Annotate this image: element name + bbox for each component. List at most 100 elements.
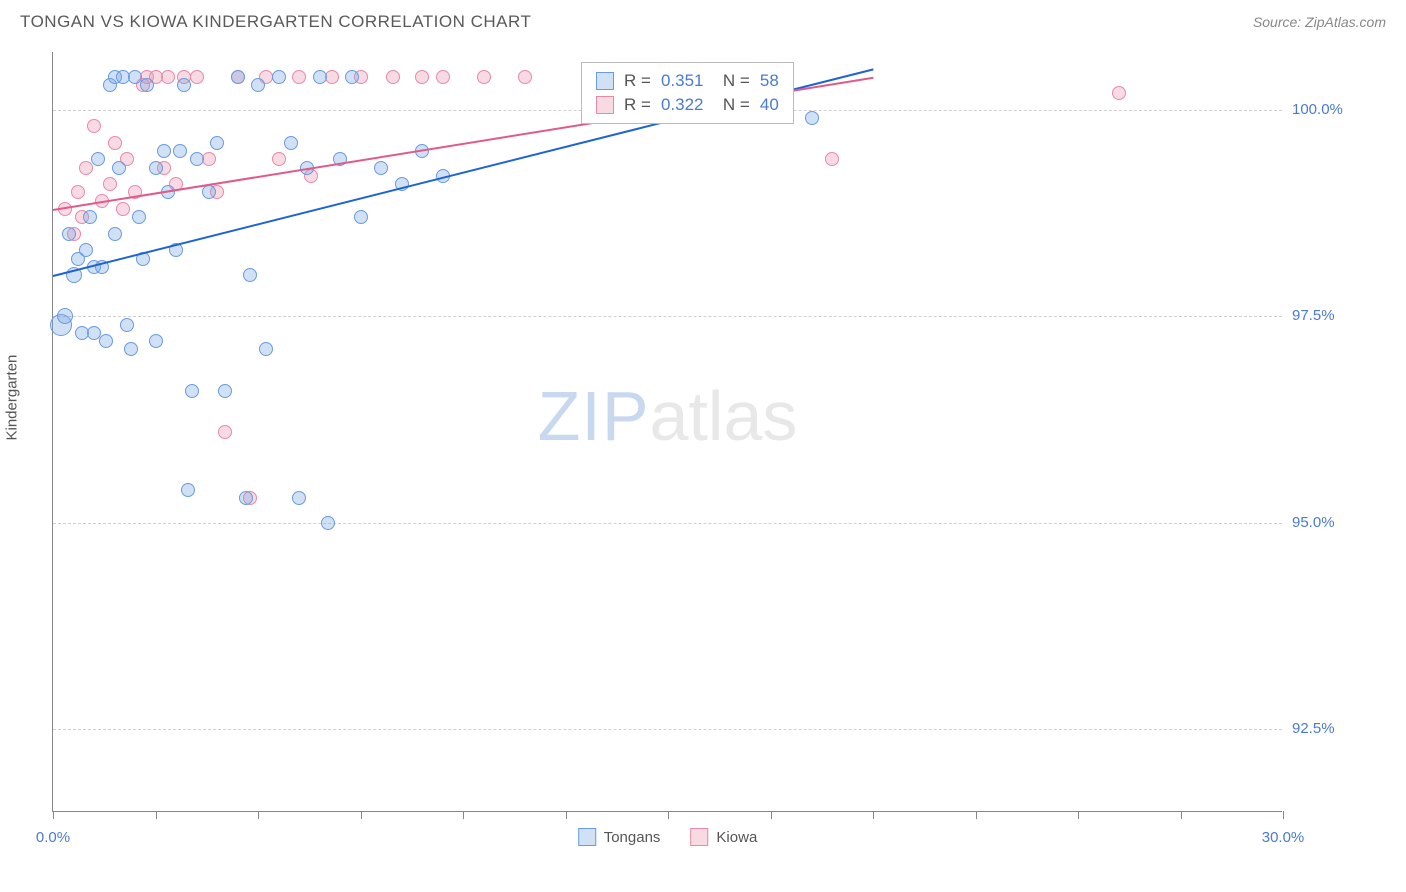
- chart-title: TONGAN VS KIOWA KINDERGARTEN CORRELATION…: [20, 12, 531, 32]
- stats-n-value: 58: [760, 71, 779, 91]
- scatter-point-kiowa: [477, 70, 491, 84]
- scatter-point-tongans: [149, 161, 163, 175]
- scatter-point-tongans: [345, 70, 359, 84]
- scatter-point-kiowa: [436, 70, 450, 84]
- scatter-point-kiowa: [415, 70, 429, 84]
- stats-r-value: 0.351: [661, 71, 704, 91]
- scatter-point-tongans: [149, 334, 163, 348]
- scatter-point-kiowa: [1112, 86, 1126, 100]
- scatter-point-tongans: [272, 70, 286, 84]
- scatter-point-kiowa: [518, 70, 532, 84]
- scatter-point-tongans: [239, 491, 253, 505]
- scatter-point-tongans: [91, 152, 105, 166]
- x-tick: [361, 811, 362, 819]
- scatter-point-kiowa: [190, 70, 204, 84]
- plot-area: ZIPatlas 92.5%95.0%97.5%100.0%0.0%30.0%R…: [52, 52, 1282, 812]
- stats-swatch: [596, 96, 614, 114]
- stats-r-value: 0.322: [661, 95, 704, 115]
- x-tick: [566, 811, 567, 819]
- scatter-point-kiowa: [87, 119, 101, 133]
- scatter-point-tongans: [112, 161, 126, 175]
- scatter-point-tongans: [259, 342, 273, 356]
- scatter-point-kiowa: [386, 70, 400, 84]
- scatter-point-tongans: [124, 342, 138, 356]
- scatter-point-tongans: [120, 318, 134, 332]
- scatter-point-tongans: [313, 70, 327, 84]
- x-tick: [1078, 811, 1079, 819]
- source-label: Source: ZipAtlas.com: [1253, 14, 1386, 30]
- stats-r-label: R =: [624, 71, 651, 91]
- scatter-point-tongans: [292, 491, 306, 505]
- bottom-legend: Tongans Kiowa: [578, 828, 758, 846]
- scatter-point-tongans: [251, 78, 265, 92]
- x-tick: [976, 811, 977, 819]
- watermark-zip: ZIP: [538, 377, 650, 455]
- scatter-point-tongans: [140, 78, 154, 92]
- scatter-point-tongans: [354, 210, 368, 224]
- scatter-point-tongans: [83, 210, 97, 224]
- watermark-atlas: atlas: [650, 377, 798, 455]
- scatter-point-tongans: [202, 185, 216, 199]
- chart-container: Kindergarten ZIPatlas 92.5%95.0%97.5%100…: [52, 52, 1372, 832]
- stats-r-label: R =: [624, 95, 651, 115]
- scatter-point-tongans: [99, 334, 113, 348]
- scatter-point-tongans: [185, 384, 199, 398]
- legend-label: Tongans: [604, 829, 661, 846]
- stats-n-label: N =: [713, 71, 749, 91]
- x-tick-label: 30.0%: [1262, 829, 1305, 846]
- stats-n-value: 40: [760, 95, 779, 115]
- scatter-point-kiowa: [103, 177, 117, 191]
- scatter-point-tongans: [181, 483, 195, 497]
- gridline-h: [53, 523, 1282, 524]
- scatter-point-tongans: [132, 210, 146, 224]
- scatter-point-kiowa: [108, 136, 122, 150]
- x-tick: [873, 811, 874, 819]
- scatter-point-tongans: [243, 268, 257, 282]
- scatter-point-kiowa: [79, 161, 93, 175]
- scatter-point-tongans: [79, 243, 93, 257]
- y-tick-label: 95.0%: [1292, 514, 1352, 531]
- scatter-point-kiowa: [272, 152, 286, 166]
- x-tick: [771, 811, 772, 819]
- scatter-point-tongans: [108, 227, 122, 241]
- x-tick: [258, 811, 259, 819]
- scatter-point-kiowa: [116, 202, 130, 216]
- scatter-point-kiowa: [218, 425, 232, 439]
- x-tick: [1283, 811, 1284, 819]
- x-tick: [156, 811, 157, 819]
- chart-header: TONGAN VS KIOWA KINDERGARTEN CORRELATION…: [0, 0, 1406, 40]
- gridline-h: [53, 729, 1282, 730]
- scatter-point-tongans: [173, 144, 187, 158]
- scatter-point-tongans: [284, 136, 298, 150]
- stats-n-label: N =: [713, 95, 749, 115]
- stats-row-kiowa: R = 0.322 N = 40: [596, 93, 779, 117]
- legend-item: Kiowa: [690, 828, 757, 846]
- scatter-point-kiowa: [325, 70, 339, 84]
- scatter-point-kiowa: [292, 70, 306, 84]
- scatter-point-tongans: [210, 136, 224, 150]
- scatter-point-tongans: [231, 70, 245, 84]
- scatter-point-tongans: [57, 308, 73, 324]
- scatter-point-tongans: [62, 227, 76, 241]
- x-tick: [1181, 811, 1182, 819]
- watermark: ZIPatlas: [538, 376, 798, 456]
- legend-swatch: [690, 828, 708, 846]
- gridline-h: [53, 316, 1282, 317]
- scatter-point-tongans: [805, 111, 819, 125]
- scatter-point-tongans: [177, 78, 191, 92]
- scatter-point-kiowa: [825, 152, 839, 166]
- scatter-point-tongans: [157, 144, 171, 158]
- legend-item: Tongans: [578, 828, 661, 846]
- scatter-point-tongans: [374, 161, 388, 175]
- y-axis-label: Kindergarten: [4, 355, 21, 441]
- y-tick-label: 100.0%: [1292, 101, 1352, 118]
- x-tick: [668, 811, 669, 819]
- y-tick-label: 97.5%: [1292, 307, 1352, 324]
- scatter-point-tongans: [218, 384, 232, 398]
- stats-row-tongans: R = 0.351 N = 58: [596, 69, 779, 93]
- stats-box: R = 0.351 N = 58R = 0.322 N = 40: [581, 62, 794, 124]
- scatter-point-tongans: [190, 152, 204, 166]
- scatter-point-kiowa: [161, 70, 175, 84]
- y-tick-label: 92.5%: [1292, 720, 1352, 737]
- x-tick-label: 0.0%: [36, 829, 70, 846]
